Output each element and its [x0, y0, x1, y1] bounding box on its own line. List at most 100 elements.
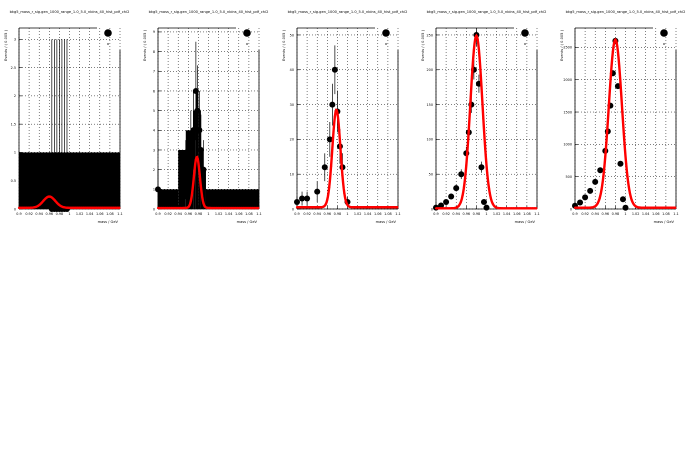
- y-axis-title: Events / ( 0.005 ): [143, 29, 147, 61]
- histogram-bar: [19, 152, 120, 209]
- y-tick-label: 200: [427, 68, 433, 72]
- y-tick-label: 1: [153, 188, 155, 192]
- legend-marker: [243, 29, 251, 37]
- x-axis-title: mass / GeV: [98, 220, 119, 224]
- histogram-bar: [203, 169, 206, 209]
- y-tick-label: 0: [14, 207, 16, 211]
- y-tick-label: 1: [14, 151, 16, 155]
- x-tick-label: 1.06: [235, 212, 243, 216]
- x-tick-label: 0.94: [591, 212, 599, 216]
- data-point: [577, 199, 584, 206]
- x-tick-label: 1.02: [493, 212, 501, 216]
- histogram-bar: [158, 189, 179, 209]
- y-axis-title: Events / ( 0.005 ): [421, 29, 425, 61]
- y-axis-title: Events / ( 0.005 ): [4, 29, 8, 61]
- y-tick-label: 50: [290, 33, 294, 37]
- chart-title: bkg5_mass_r_sig.gen_1000_range_1.0_5.0_n…: [566, 10, 686, 14]
- chart-title: bkg5_mass_r_sig.gen_1000_range_1.0_5.0_n…: [288, 10, 408, 14]
- x-tick-label: 1.02: [76, 212, 84, 216]
- data-point: [478, 164, 485, 171]
- y-tick-label: 2500: [563, 46, 572, 50]
- y-tick-label: 5: [153, 109, 155, 113]
- x-tick-label: 1.04: [86, 212, 94, 216]
- x-tick-label: 1.1: [395, 212, 400, 216]
- data-point: [326, 136, 333, 143]
- data-point: [329, 101, 336, 108]
- x-tick-label: 1.08: [523, 212, 531, 216]
- x-tick-label: 1.06: [513, 212, 521, 216]
- x-tick-label: 1: [346, 212, 348, 216]
- data-point: [438, 202, 445, 209]
- data-point: [194, 107, 201, 114]
- data-point: [187, 146, 194, 153]
- fit-curve: [19, 195, 120, 210]
- y-tick-label: 50: [429, 172, 433, 176]
- y-tick-label: 1000: [563, 143, 572, 147]
- chart-panel: bkg5_mass_r_sig.gen_1000_range_1.0_5.0_n…: [560, 10, 685, 224]
- y-tick-label: 2000: [563, 78, 572, 82]
- x-tick-label: 0.9: [294, 212, 299, 216]
- y-tick-label: 30: [290, 103, 294, 107]
- data-point: [592, 178, 599, 185]
- data-point: [155, 186, 161, 193]
- x-tick-label: 1.08: [384, 212, 392, 216]
- fit-curve: [158, 155, 259, 210]
- x-tick-label: 1.06: [374, 212, 382, 216]
- x-axis-title: mass / GeV: [654, 220, 675, 224]
- x-tick-label: 0.92: [25, 212, 33, 216]
- data-point: [458, 171, 465, 178]
- x-tick-label: 0.98: [195, 212, 203, 216]
- chart-title: bkg5_mass_r_sig.gen_1000_range_1.0_5.0_n…: [149, 10, 269, 14]
- fit-curve: [436, 33, 537, 210]
- x-tick-label: 0.9: [433, 212, 438, 216]
- histogram-bar: [205, 189, 259, 209]
- x-tick-label: 0.92: [442, 212, 450, 216]
- x-tick-label: 0.92: [303, 212, 311, 216]
- y-tick-label: 4: [153, 129, 155, 133]
- data-point: [617, 160, 624, 167]
- y-tick-label: 2.5: [11, 66, 16, 70]
- data-point: [483, 204, 490, 211]
- y-tick-label: 0: [153, 207, 155, 211]
- x-tick-label: 1.02: [632, 212, 640, 216]
- x-tick-label: 1.04: [225, 212, 233, 216]
- x-tick-label: 1.04: [503, 212, 511, 216]
- legend-marker: [104, 29, 112, 37]
- y-tick-label: 150: [427, 103, 433, 107]
- legend-marker: [382, 29, 390, 37]
- histogram-bar: [185, 130, 194, 209]
- x-tick-label: 1.1: [534, 212, 539, 216]
- x-tick-label: 0.92: [581, 212, 589, 216]
- x-tick-label: 1.02: [354, 212, 362, 216]
- y-tick-label: 6: [153, 89, 155, 93]
- x-tick-label: 0.96: [324, 212, 332, 216]
- y-tick-label: 9: [153, 30, 155, 34]
- data-point: [480, 199, 487, 206]
- data-point: [314, 188, 321, 195]
- y-tick-label: 100: [427, 138, 433, 142]
- x-axis-title: mass / GeV: [376, 220, 397, 224]
- histogram-bar: [178, 149, 186, 209]
- y-tick-label: 40: [290, 68, 294, 72]
- data-point: [582, 194, 589, 201]
- x-tick-label: 0.94: [174, 212, 182, 216]
- y-tick-label: 250: [427, 33, 433, 37]
- x-tick-label: 1: [624, 212, 626, 216]
- y-axis-title: Events / ( 0.005 ): [282, 29, 286, 61]
- x-tick-label: 0.94: [452, 212, 460, 216]
- data-point: [304, 195, 311, 202]
- histogram-bar: [193, 110, 196, 209]
- legend-marker: [521, 29, 529, 37]
- data-point: [190, 127, 197, 134]
- y-tick-label: 10: [290, 172, 294, 176]
- x-tick-label: 1: [485, 212, 487, 216]
- x-tick-label: 1.08: [106, 212, 114, 216]
- fit-curve: [575, 37, 676, 209]
- y-tick-label: 2: [14, 94, 16, 98]
- y-tick-label: 500: [566, 175, 572, 179]
- x-tick-label: 1.1: [256, 212, 261, 216]
- y-tick-label: 3: [153, 148, 155, 152]
- data-point: [321, 164, 328, 171]
- x-tick-label: 1: [68, 212, 70, 216]
